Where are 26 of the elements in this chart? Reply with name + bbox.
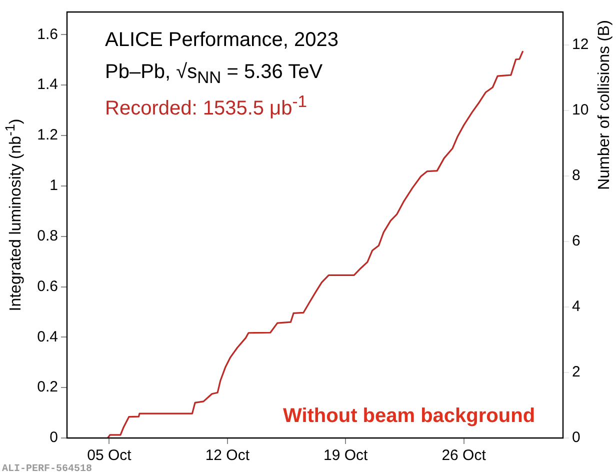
x-tick-label: 12 Oct — [205, 447, 250, 464]
y2-axis-title: Number of collisions (B) — [596, 20, 613, 190]
y2-tick-label: 12 — [572, 36, 589, 53]
annotation: Pb–Pb, √s$_{NN}$ = 5.36 TeV — [105, 61, 323, 87]
y-tick-label: 0.8 — [37, 227, 58, 244]
y2-tick-label: 6 — [572, 232, 580, 250]
y-tick-label: 1.4 — [37, 76, 58, 94]
text: ALI-PERF-564518 — [2, 464, 92, 475]
y-tick-label: 1.6 — [37, 26, 58, 43]
y-tick-label: 0 — [50, 429, 58, 446]
y2-tick-label: 8 — [572, 166, 580, 184]
y2-tick-label: 2 — [572, 364, 580, 381]
y-tick-label: 1 — [50, 177, 58, 194]
x-tick-label: 26 Oct — [442, 447, 487, 464]
y-tick-label: 0.4 — [37, 328, 58, 346]
x-tick-label: 05 Oct — [87, 447, 132, 464]
x-tick-label: 19 Oct — [324, 447, 369, 464]
annotation: ALICE Performance, 2023 — [105, 29, 338, 51]
y2-tick-label: 10 — [572, 101, 589, 118]
y2-tick-label: 4 — [572, 298, 580, 316]
y-tick-label: 1.2 — [37, 126, 58, 144]
annotation: Recorded: 1535.5 μb$^{-1}$ — [105, 92, 308, 120]
y2-tick-label: 0 — [572, 429, 580, 446]
y-tick-label: 0.6 — [37, 278, 58, 295]
annotation: Without beam background — [283, 405, 536, 427]
y-tick-label: 0.2 — [37, 378, 58, 396]
